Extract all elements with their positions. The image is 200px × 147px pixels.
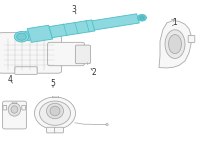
Ellipse shape [165, 30, 185, 59]
Ellipse shape [137, 14, 146, 21]
Text: 3: 3 [72, 5, 76, 14]
FancyBboxPatch shape [75, 45, 91, 64]
Text: 1: 1 [173, 18, 177, 27]
Ellipse shape [17, 33, 26, 40]
FancyBboxPatch shape [55, 127, 63, 133]
Ellipse shape [14, 31, 29, 42]
Ellipse shape [47, 103, 64, 119]
Text: 2: 2 [91, 68, 96, 77]
Ellipse shape [50, 106, 60, 116]
Polygon shape [27, 25, 53, 42]
Ellipse shape [106, 124, 108, 125]
FancyBboxPatch shape [3, 101, 26, 129]
Ellipse shape [168, 35, 182, 54]
Ellipse shape [139, 16, 145, 20]
FancyBboxPatch shape [47, 127, 55, 133]
FancyBboxPatch shape [15, 67, 37, 74]
FancyBboxPatch shape [0, 33, 62, 73]
Ellipse shape [11, 106, 18, 113]
Text: 5: 5 [51, 78, 55, 88]
FancyBboxPatch shape [3, 105, 7, 110]
Ellipse shape [8, 103, 21, 116]
FancyBboxPatch shape [22, 105, 25, 110]
Ellipse shape [35, 97, 76, 129]
FancyBboxPatch shape [48, 42, 84, 66]
Polygon shape [25, 14, 139, 41]
Text: 4: 4 [8, 75, 12, 84]
Ellipse shape [40, 101, 70, 125]
Polygon shape [49, 20, 95, 38]
Polygon shape [159, 21, 191, 68]
FancyBboxPatch shape [188, 35, 195, 42]
